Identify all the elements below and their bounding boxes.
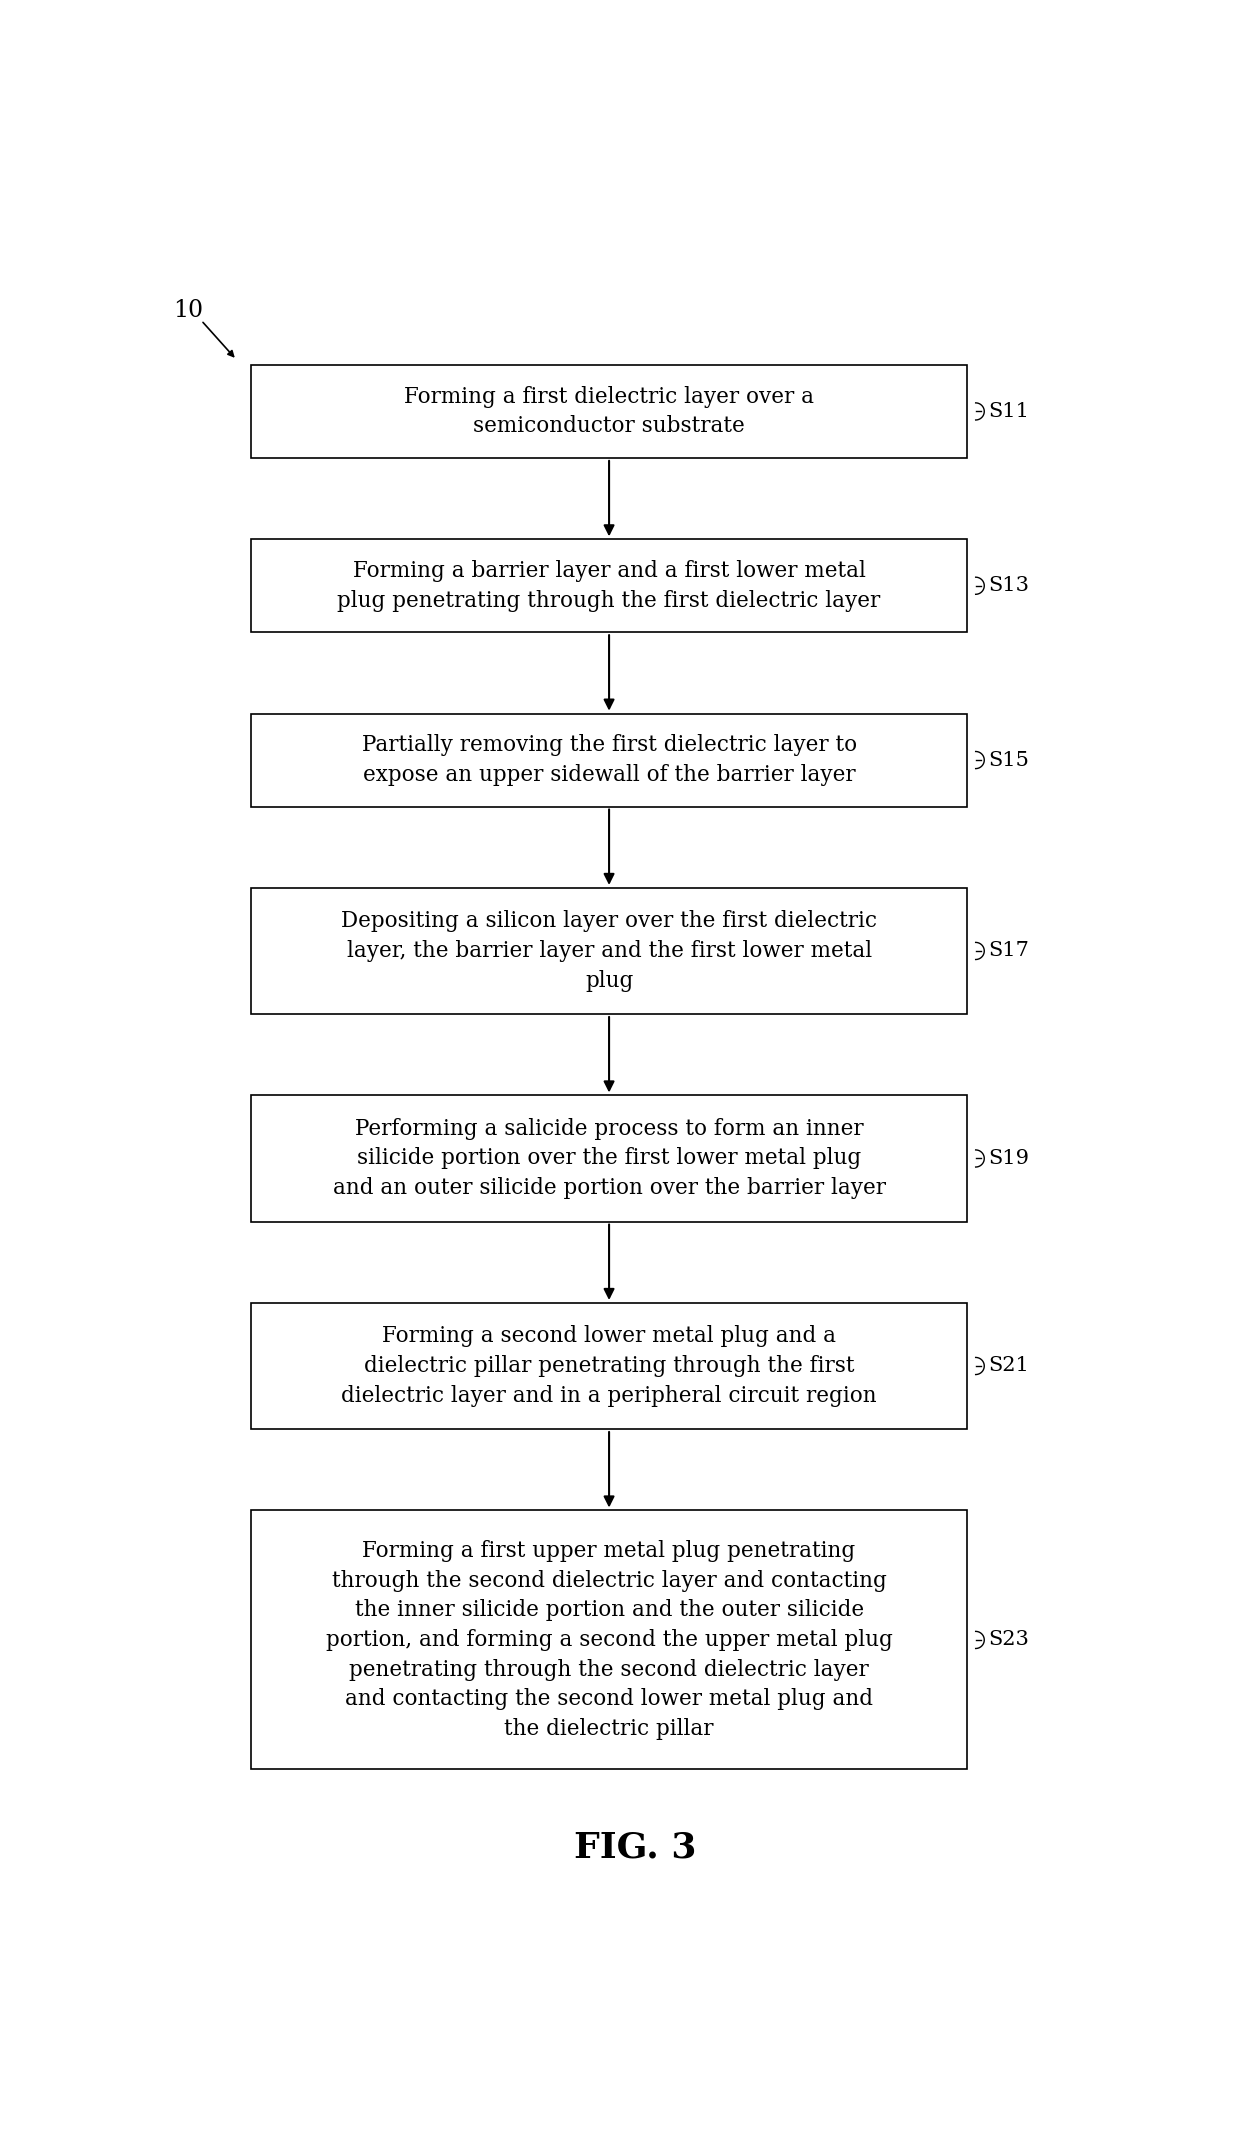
Text: FIG. 3: FIG. 3 [574,1831,697,1865]
Bar [250,539,967,633]
Bar [250,1094,967,1221]
Bar [250,365,967,457]
Text: S17: S17 [988,942,1029,961]
Text: Forming a second lower metal plug and a
dielectric pillar penetrating through th: Forming a second lower metal plug and a … [341,1326,877,1406]
Text: S15: S15 [988,751,1029,770]
Text: Forming a first upper metal plug penetrating
through the second dielectric layer: Forming a first upper metal plug penetra… [326,1541,893,1740]
Text: S19: S19 [988,1148,1029,1167]
Text: Depositing a silicon layer over the first dielectric
layer, the barrier layer an: Depositing a silicon layer over the firs… [341,910,877,991]
Text: Forming a first dielectric layer over a
semiconductor substrate: Forming a first dielectric layer over a … [404,386,815,438]
Text: S11: S11 [988,401,1029,421]
Text: Performing a salicide process to form an inner
silicide portion over the first l: Performing a salicide process to form an… [332,1118,885,1200]
Text: S23: S23 [988,1631,1029,1650]
Text: 10: 10 [174,298,203,322]
Bar [250,1303,967,1429]
Bar [250,712,967,807]
Text: S21: S21 [988,1356,1029,1376]
Text: Forming a barrier layer and a first lower metal
plug penetrating through the fir: Forming a barrier layer and a first lowe… [337,560,880,612]
Text: S13: S13 [988,577,1029,594]
Bar [250,1511,967,1770]
Bar [250,888,967,1015]
Text: Partially removing the first dielectric layer to
expose an upper sidewall of the: Partially removing the first dielectric … [362,734,857,785]
